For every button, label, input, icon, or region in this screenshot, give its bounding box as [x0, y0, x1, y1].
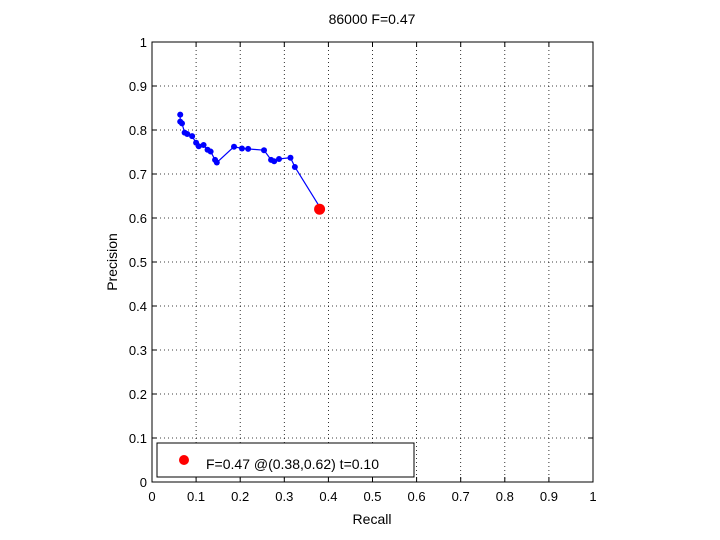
x-tick-label: 0 — [148, 489, 155, 504]
series-point — [238, 145, 245, 152]
series-point — [178, 120, 185, 127]
y-tick-label: 0.7 — [129, 167, 147, 182]
y-tick-label: 0.1 — [129, 431, 147, 446]
y-tick-label: 0.9 — [129, 79, 147, 94]
x-tick-label: 0.4 — [319, 489, 337, 504]
series-point — [261, 147, 268, 154]
series-point — [271, 158, 278, 165]
optimal-point — [314, 203, 326, 215]
x-tick-label: 0.5 — [363, 489, 381, 504]
series-point — [207, 148, 214, 155]
x-tick-label: 1 — [589, 489, 596, 504]
x-tick-label: 0.1 — [187, 489, 205, 504]
series-point — [184, 130, 191, 137]
series-point — [195, 143, 202, 150]
x-axis-title: Recall — [353, 511, 392, 527]
y-tick-label: 0.8 — [129, 123, 147, 138]
series-point — [276, 156, 283, 163]
legend-marker — [179, 455, 189, 465]
series-point — [287, 154, 294, 161]
series-point — [177, 111, 184, 118]
y-tick-label: 0.5 — [129, 255, 147, 270]
axis-ticks — [151, 41, 594, 483]
y-tick-labels: 0 0.1 0.2 0.3 0.4 0.5 0.6 0.7 0.8 0.9 1 — [129, 35, 147, 490]
x-tick-label: 0.8 — [496, 489, 514, 504]
x-tick-label: 0.6 — [408, 489, 426, 504]
x-tick-label: 0.7 — [452, 489, 470, 504]
x-tick-labels: 0 0.1 0.2 0.3 0.4 0.5 0.6 0.7 0.8 0.9 1 — [148, 489, 596, 504]
legend-box — [156, 442, 415, 478]
series-point — [231, 143, 238, 150]
x-tick-label: 0.2 — [231, 489, 249, 504]
chart-title: 86000 F=0.47 — [329, 11, 416, 27]
y-tick-label: 0.3 — [129, 343, 147, 358]
x-tick-label: 0.3 — [275, 489, 293, 504]
y-tick-label: 0.4 — [129, 299, 147, 314]
x-tick-label: 0.9 — [540, 489, 558, 504]
series-point — [200, 141, 207, 148]
optimal-point-layer — [314, 203, 326, 215]
series-point — [213, 159, 220, 166]
y-tick-label: 0.6 — [129, 211, 147, 226]
y-tick-label: 0 — [140, 475, 147, 490]
grid — [152, 42, 593, 482]
series-point — [245, 145, 252, 152]
series-point — [291, 163, 298, 170]
legend: F=0.47 @(0.38,0.62) t=0.10 — [156, 442, 415, 478]
series-point — [189, 133, 196, 140]
y-tick-label: 0.2 — [129, 387, 147, 402]
legend-label: F=0.47 @(0.38,0.62) t=0.10 — [206, 456, 379, 472]
y-tick-label: 1 — [140, 35, 147, 50]
y-axis-title: Precision — [104, 233, 120, 291]
